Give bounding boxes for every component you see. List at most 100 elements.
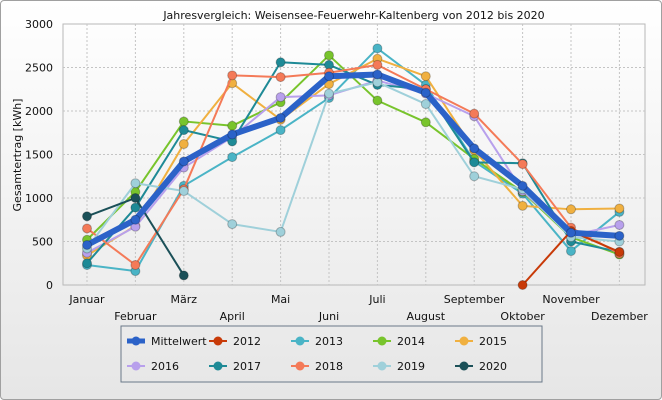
data-point [566,227,576,238]
legend-swatch-marker [459,361,469,371]
legend-item: 2012 [209,335,261,348]
data-point [178,116,189,127]
legend-label: Mittelwert [151,335,207,348]
data-point [178,270,189,281]
series-line [86,63,620,266]
legend-item: 2020 [455,360,507,373]
x-tick-label: Januar [68,293,105,306]
legend-swatch-marker [295,361,305,371]
series-2018 [82,59,625,270]
y-tick-label: 1000 [25,192,53,205]
legend-swatch-marker [131,361,141,371]
data-point [469,171,480,182]
data-point [82,239,92,250]
data-point [275,226,286,237]
y-tick-label: 500 [32,236,53,249]
legend-swatch-marker [131,336,141,346]
series-line [86,61,620,264]
data-point [324,50,334,61]
legend-item: 2013 [291,335,343,348]
data-point [517,159,528,170]
legend-swatch-marker [295,336,305,346]
x-tick-label: Juli [368,293,385,306]
legend [120,325,543,383]
data-point [420,87,431,98]
data-point [324,88,334,99]
data-point [614,203,625,214]
data-point [227,129,238,140]
y-axis-label: Gesamtertrag [kWh] [11,99,24,212]
series-line [86,81,620,250]
data-point [227,70,238,81]
y-tick-label: 3000 [25,18,53,31]
legend-swatch-marker [213,336,223,346]
data-point [469,143,480,154]
data-point [82,258,92,269]
legend-item: 2019 [373,360,425,373]
x-tick-label: Dezember [591,310,648,323]
legend-item: 2015 [455,335,507,348]
data-point [275,57,286,68]
data-point [82,223,92,234]
data-point [275,112,286,123]
data-point [178,125,189,136]
data-point [372,69,383,80]
series-2019 [82,77,625,254]
legend-item: 2018 [291,360,343,373]
data-point [614,219,625,230]
x-tick-label: Juni [318,310,339,323]
data-point [227,152,238,163]
data-point [614,246,625,257]
x-tick-label: September [444,293,505,306]
data-point [275,72,286,83]
data-point [178,156,189,167]
data-point [420,99,431,110]
series-line [85,71,620,248]
data-point [227,219,238,230]
x-tick-label: Oktober [500,310,545,323]
data-point [130,202,141,213]
legend-label: 2012 [233,335,261,348]
data-point [372,59,383,70]
x-tick-label: März [171,293,198,306]
data-point [130,178,141,189]
x-tick-label: Mai [271,293,290,306]
series-line [86,57,620,257]
chart-title: Jahresvergleich: Weisensee-Feuerwehr-Kal… [162,9,544,22]
data-point [517,280,528,290]
legend-swatch-marker [377,361,387,371]
x-tick-label: Februar [114,310,157,323]
data-point [420,117,431,128]
legend-label: 2020 [479,360,507,373]
legend-swatch-marker [213,361,223,371]
legend-label: 2015 [479,335,507,348]
data-point [614,230,625,241]
data-point [517,180,528,191]
y-tick-label: 2500 [25,62,53,75]
legend-swatch-marker [377,336,387,346]
x-tick-label: April [220,310,245,323]
data-point [372,95,383,106]
data-point [566,246,576,257]
legend-item: 2016 [127,360,179,373]
data-point [566,204,576,215]
y-tick-label: 2000 [25,105,53,118]
series-2020 [82,193,189,281]
legend-item: 2017 [209,360,261,373]
data-point [324,71,334,82]
y-tick-label: 0 [46,279,53,292]
data-point [275,92,286,103]
data-point [517,200,528,211]
data-point [420,71,431,82]
legend-item: Mittelwert [127,335,207,348]
data-point [130,259,141,270]
series-line [86,79,620,254]
legend-swatch-marker [459,336,469,346]
legend-label: 2014 [397,335,425,348]
x-tick-label: November [542,293,600,306]
data-point [372,43,383,54]
legend-label: 2019 [397,360,425,373]
legend-item: 2014 [373,335,425,348]
legend-label: 2018 [315,360,343,373]
